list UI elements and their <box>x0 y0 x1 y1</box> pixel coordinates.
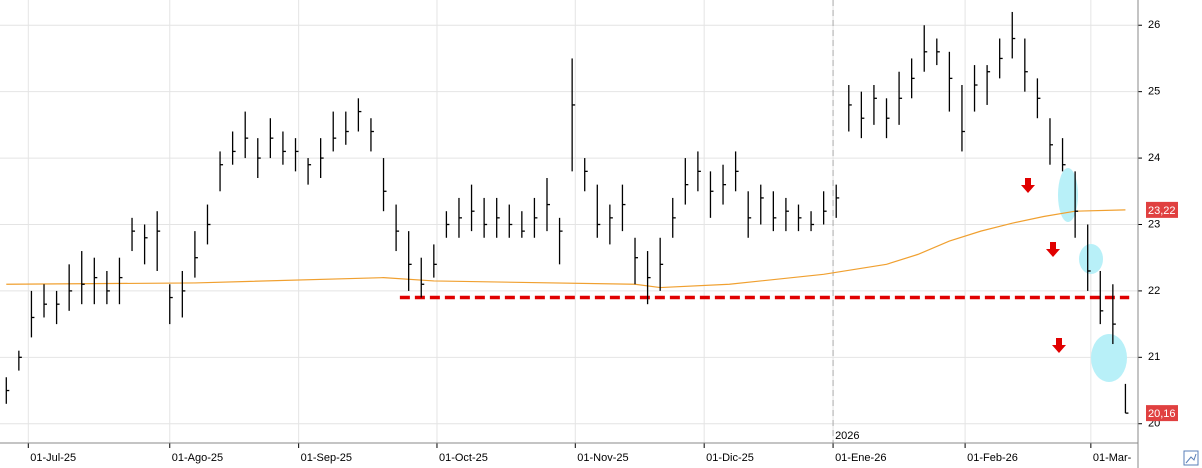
annotations <box>1021 168 1127 382</box>
price-label: 23,22 <box>1148 205 1176 217</box>
x-tick-label: 01-Jul-25 <box>30 452 76 464</box>
year-label: 2026 <box>835 430 859 442</box>
x-tick-label: 01-Mar- <box>1093 452 1132 464</box>
price-label-box <box>1146 201 1178 218</box>
x-tick-label: 01-Dic-25 <box>706 452 754 464</box>
y-tick-label: 22 <box>1148 285 1160 297</box>
highlight <box>1079 244 1103 274</box>
highlight <box>1058 168 1078 222</box>
moving-average <box>6 209 1126 289</box>
corner-icon-glyph <box>1185 453 1197 464</box>
price-label: 20,16 <box>1148 408 1176 420</box>
highlight <box>1091 334 1127 382</box>
price-label-box <box>1146 405 1178 422</box>
arrow <box>1046 242 1060 257</box>
x-tick-label: 01-Feb-26 <box>967 452 1018 464</box>
x-tick-label: 01-Ene-26 <box>835 452 886 464</box>
x-tick-label: 01-Ago-25 <box>172 452 223 464</box>
y-tick-label: 25 <box>1148 86 1160 98</box>
x-tick-label: 01-Nov-25 <box>577 452 628 464</box>
y-tick-label: 21 <box>1148 351 1160 363</box>
x-tick-label: 01-Sep-25 <box>301 452 352 464</box>
y-tick-label: 24 <box>1148 152 1160 164</box>
arrow <box>1052 338 1066 353</box>
arrow <box>1021 178 1035 193</box>
y-tick-label: 26 <box>1148 19 1160 31</box>
x-tick-label: 01-Oct-25 <box>439 452 488 464</box>
y-tick-label: 23 <box>1148 218 1160 230</box>
